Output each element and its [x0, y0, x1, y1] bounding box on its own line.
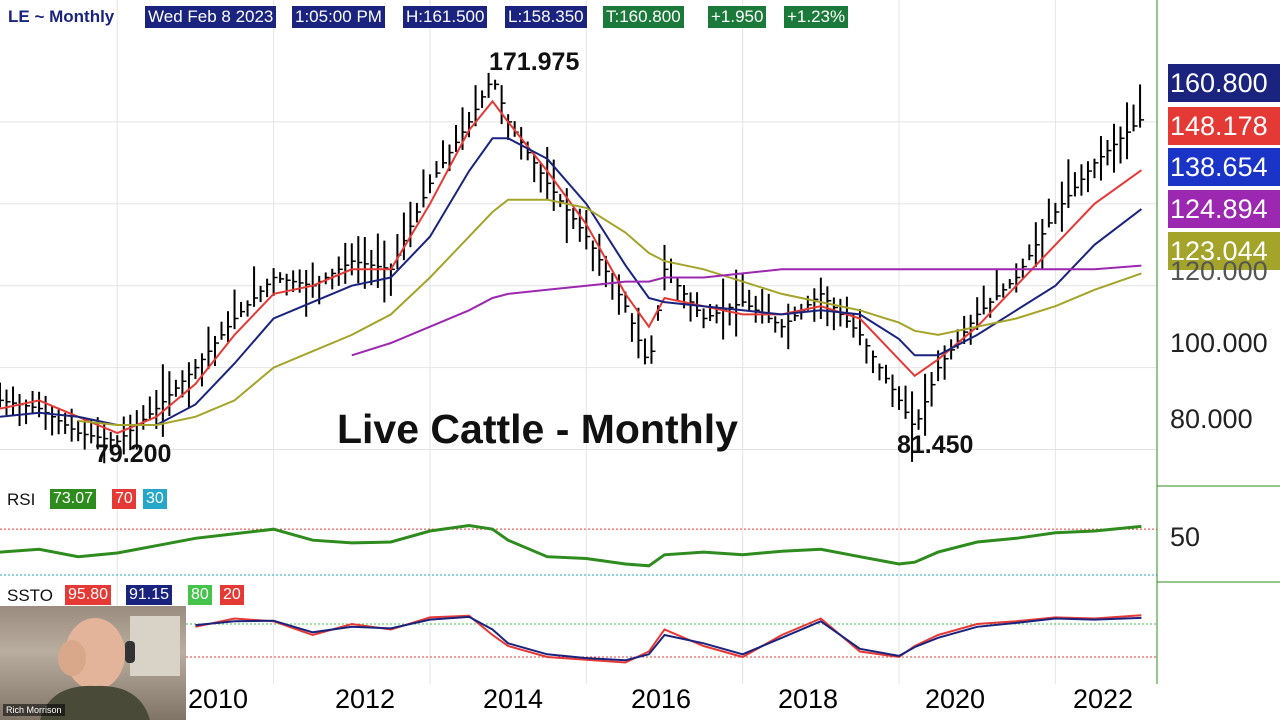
annotation-high: 171.975 — [489, 48, 580, 76]
rsi-upper: 70 — [112, 489, 136, 509]
ssto-upper: 80 — [188, 585, 212, 605]
symbol-title: LE ~ Monthly — [8, 7, 115, 26]
ma-long-line — [351, 264, 1142, 357]
year-2020: 2020 — [925, 684, 986, 714]
header-high: H:161.500 — [403, 6, 488, 28]
price-bars — [0, 72, 1145, 464]
ssto-k-value: 95.80 — [65, 585, 112, 605]
annotation-low-2009: 79.200 — [95, 440, 172, 468]
rsi-panel — [0, 523, 1157, 576]
ssto-label: SSTO — [7, 586, 53, 605]
presenter-image — [40, 616, 180, 720]
year-2016: 2016 — [631, 684, 692, 714]
price-tag-ma-fast: 148.178 — [1168, 107, 1280, 145]
gridlines — [0, 0, 1157, 684]
axis-label-80: 80.000 — [1170, 404, 1253, 434]
year-2018: 2018 — [778, 684, 839, 714]
header-change: +1.950 — [708, 6, 767, 28]
year-2010: 2010 — [188, 684, 249, 714]
rsi-label: RSI — [7, 490, 36, 509]
header-change-pct: +1.23% — [784, 6, 849, 28]
webcam-video: Rich Morrison — [0, 606, 186, 720]
ssto-d-value: 91.15 — [126, 585, 173, 605]
header-low: L:158.350 — [505, 6, 587, 28]
ssto-panel — [186, 614, 1157, 664]
ssto-lower: 20 — [220, 585, 244, 605]
ma-slow-line — [78, 198, 1142, 426]
presenter-name: Rich Morrison — [3, 704, 65, 716]
year-2012: 2012 — [335, 684, 396, 714]
axis-label-120: 120.000 — [1170, 256, 1268, 286]
ma-fast-line — [0, 99, 1142, 435]
header-time: 1:05:00 PM — [292, 6, 385, 28]
year-2014: 2014 — [483, 684, 544, 714]
moving-averages — [0, 99, 1143, 435]
rsi-lower: 30 — [143, 489, 167, 509]
ssto-d-line — [195, 615, 1142, 662]
rsi-value: 73.07 — [50, 489, 97, 509]
price-tag-ma-long: 124.894 — [1168, 190, 1280, 228]
header-last: T:160.800 — [603, 6, 684, 28]
annotation-low-2020: 81.450 — [897, 431, 974, 459]
axis-label-100: 100.000 — [1170, 328, 1268, 358]
price-tag-ma-mid: 138.654 — [1168, 148, 1280, 186]
year-2022: 2022 — [1073, 684, 1134, 714]
price-tag-last: 160.800 — [1168, 64, 1280, 102]
header-date: Wed Feb 8 2023 — [145, 6, 277, 28]
price-tag-ma-slow: 123.044 — [1168, 232, 1280, 270]
chart-title: Live Cattle - Monthly — [337, 406, 738, 452]
rsi-axis-50: 50 — [1170, 522, 1201, 552]
ma-mid-line — [0, 137, 1143, 426]
rsi-line — [0, 523, 1142, 568]
